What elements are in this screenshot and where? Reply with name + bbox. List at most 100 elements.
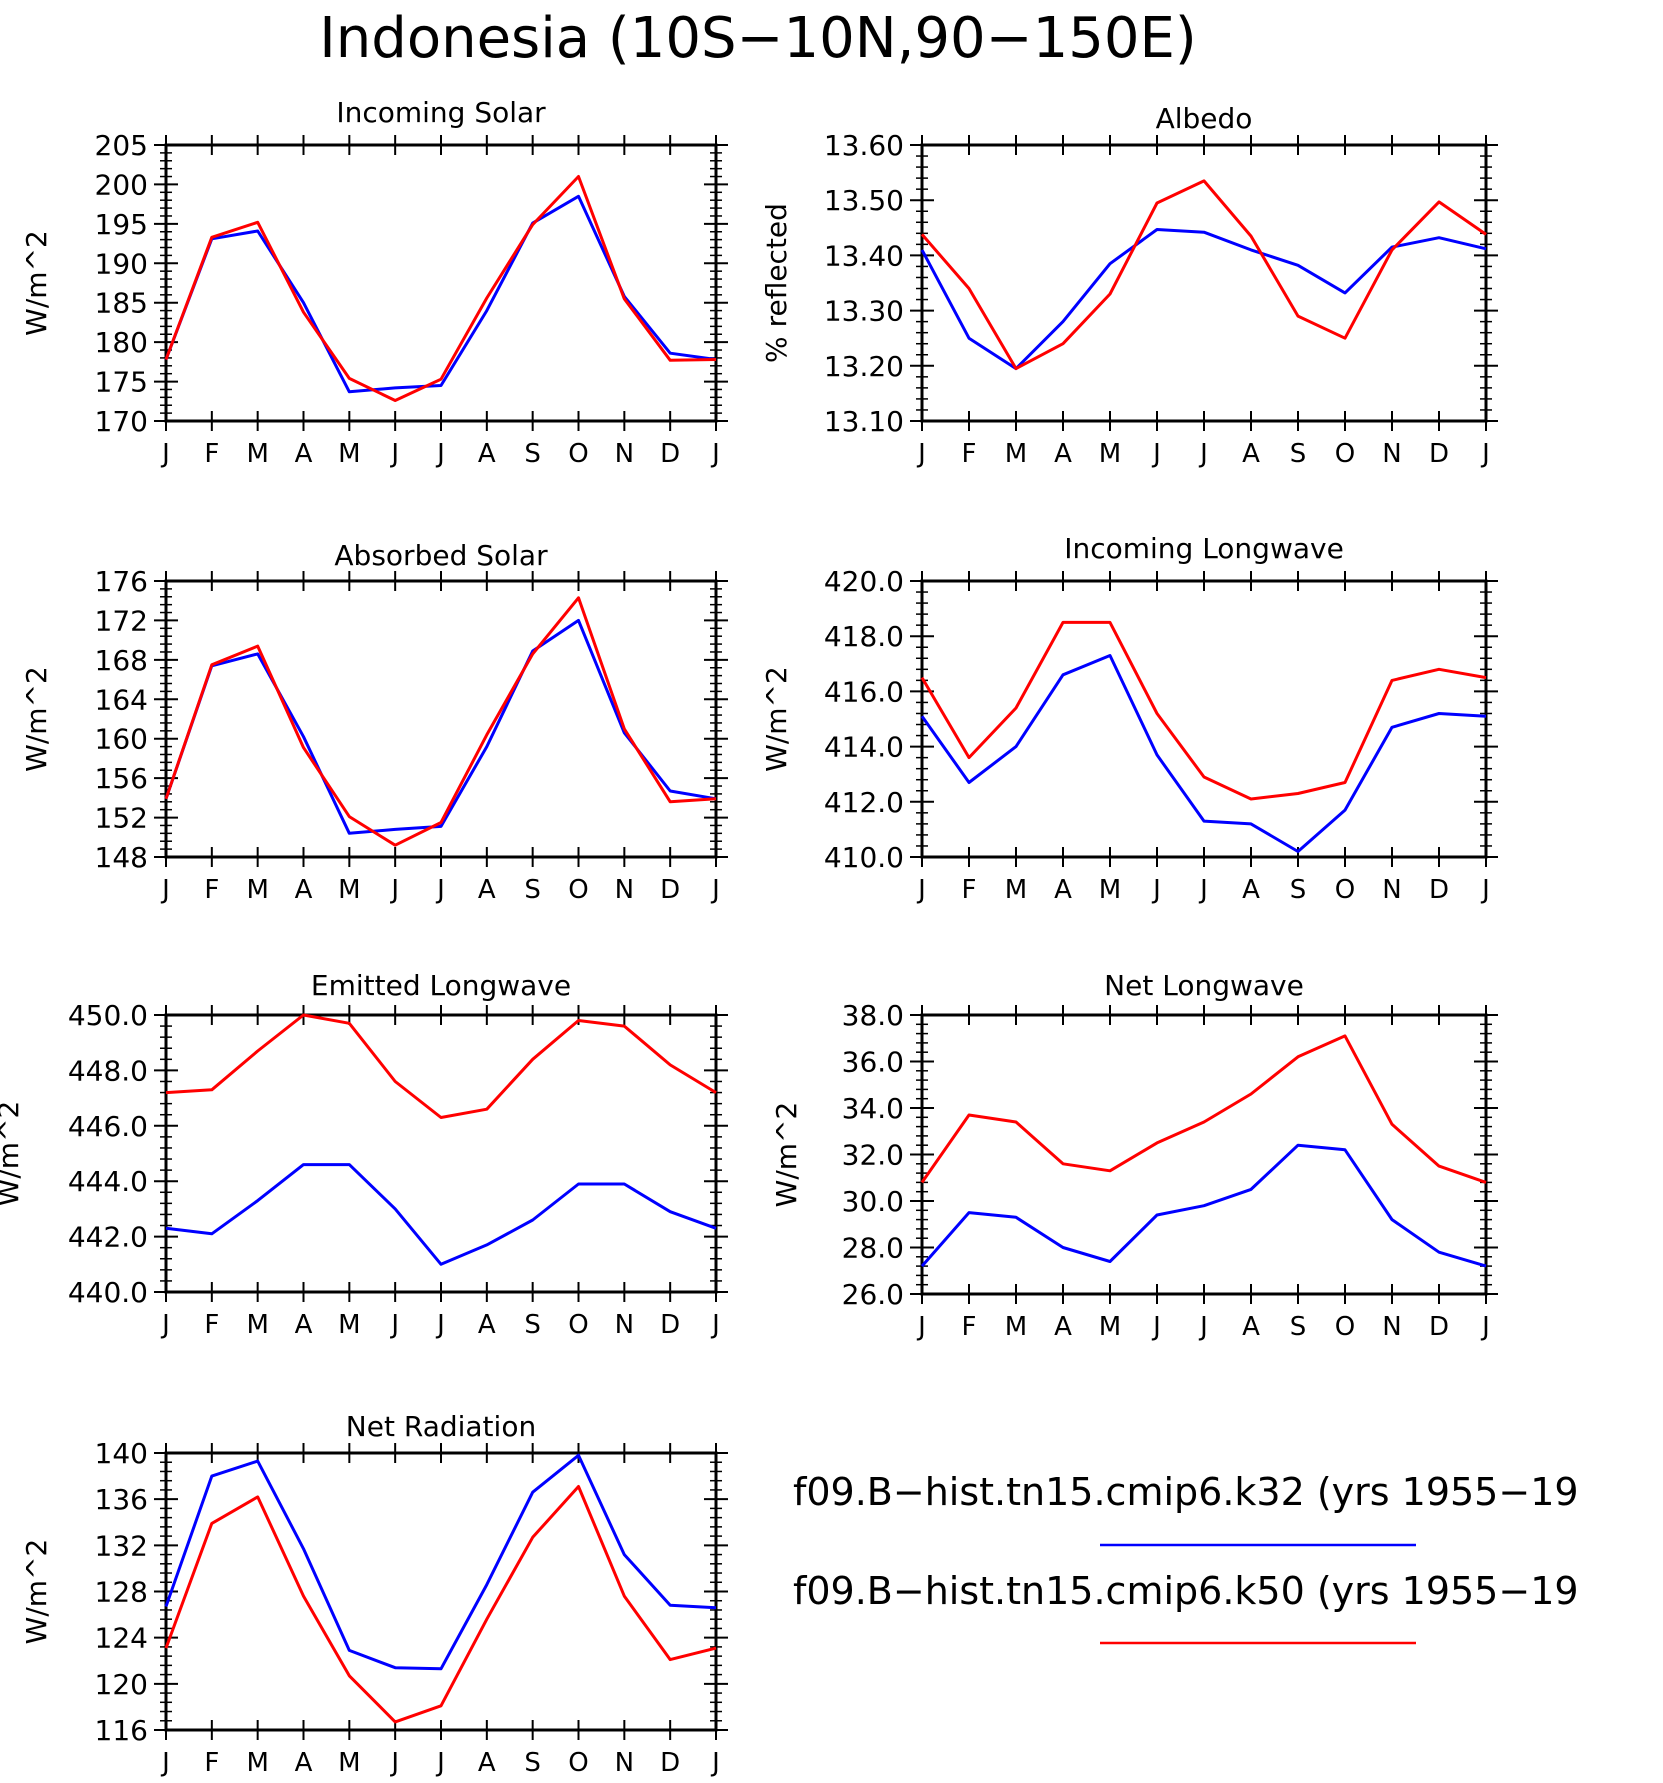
- y-tick-label: 34.0: [842, 1092, 904, 1125]
- x-tick-label: A: [295, 1310, 313, 1340]
- legend: f09.B−hist.tn15.cmip6.k32 (yrs 1955−19 f0…: [793, 1470, 1579, 1645]
- y-axis-label: W/m^2: [20, 666, 53, 772]
- x-tick-label: J: [1151, 875, 1161, 905]
- x-tick-label: J: [1151, 439, 1161, 469]
- x-tick-label: A: [295, 875, 313, 905]
- x-tick-label: M: [338, 1310, 360, 1340]
- panel-0: J F M A M J J A S O N D J170175180185190195200205Inc…: [20, 96, 728, 469]
- x-tick-label: N: [1382, 1312, 1401, 1342]
- y-tick-label: 136: [95, 1483, 148, 1516]
- x-tick-label: J: [435, 1748, 445, 1778]
- x-tick-label: J: [710, 439, 720, 469]
- series-line-k32: [920, 1143, 1487, 1268]
- series-line-k50: [164, 1485, 717, 1724]
- x-tick-label: M: [338, 439, 360, 469]
- series-line-k32: [920, 228, 1487, 371]
- x-tick-label: J: [1480, 1312, 1490, 1342]
- y-tick-label: 442.0: [68, 1221, 148, 1254]
- y-tick-label: 190: [95, 247, 148, 280]
- x-tick-label: D: [660, 1310, 680, 1340]
- plot-frame: [164, 1013, 718, 1294]
- y-axis-label: % reflected: [760, 203, 793, 363]
- y-tick-label: 156: [95, 762, 148, 795]
- y-axis-label: W/m^2: [20, 1539, 53, 1645]
- series-line-k32: [920, 654, 1487, 853]
- x-tick-label: A: [478, 439, 496, 469]
- y-tick-label: 205: [95, 129, 148, 162]
- y-tick-label: 132: [95, 1529, 148, 1562]
- y-tick-label: 180: [95, 326, 148, 359]
- y-tick-label: 410.0: [824, 841, 904, 874]
- x-tick-label: D: [660, 439, 680, 469]
- x-tick-label: J: [435, 1310, 445, 1340]
- y-tick-label: 30.0: [842, 1185, 904, 1218]
- x-tick-label: J: [916, 439, 926, 469]
- y-tick-label: 13.10: [824, 405, 904, 438]
- y-tick-label: 13.20: [824, 350, 904, 383]
- x-tick-label: D: [1429, 875, 1449, 905]
- y-tick-label: 412.0: [824, 786, 904, 819]
- panel-title: Absorbed Solar: [334, 539, 548, 572]
- y-tick-label: 200: [95, 168, 148, 201]
- panel-5: J F M A M J J A S O N D J26.028.030.032.034.036.038.…: [770, 969, 1498, 1342]
- x-tick-label: J: [389, 875, 399, 905]
- y-tick-label: 175: [95, 366, 148, 399]
- x-tick-label: N: [615, 875, 634, 905]
- y-tick-label: 418.0: [824, 620, 904, 653]
- x-tick-label: N: [1382, 875, 1401, 905]
- x-tick-label: D: [660, 875, 680, 905]
- x-tick-label: O: [568, 875, 588, 905]
- x-tick-label: N: [615, 1748, 634, 1778]
- panels: J F M A M J J A S O N D J170175180185190195200205Inc…: [0, 96, 1498, 1778]
- legend-label: f09.B−hist.tn15.cmip6.k32 (yrs 1955−19: [793, 1470, 1579, 1514]
- plot-frame: [164, 579, 718, 859]
- x-tick-label: A: [1242, 875, 1260, 905]
- x-tick-label: S: [524, 1310, 541, 1340]
- figure-title: Indonesia (10S−10N,90−150E): [319, 6, 1196, 71]
- x-tick-label: J: [1480, 439, 1490, 469]
- x-tick-label: S: [524, 875, 541, 905]
- x-tick-label: A: [295, 1748, 313, 1778]
- x-tick-label: S: [1290, 1312, 1307, 1342]
- series-line-k50: [164, 596, 717, 847]
- x-tick-label: M: [338, 1748, 360, 1778]
- x-tick-label: A: [1054, 875, 1072, 905]
- x-tick-label: O: [568, 1748, 588, 1778]
- x-tick-label: F: [204, 1310, 219, 1340]
- panel-title: Emitted Longwave: [311, 969, 571, 1002]
- x-tick-label: F: [962, 1312, 977, 1342]
- y-tick-label: 164: [95, 683, 148, 716]
- x-tick-label: F: [204, 1748, 219, 1778]
- y-tick-label: 140: [95, 1437, 148, 1470]
- y-tick-label: 450.0: [68, 999, 148, 1032]
- y-tick-label: 170: [95, 405, 148, 438]
- x-tick-label: M: [246, 1748, 268, 1778]
- x-tick-label: F: [204, 439, 219, 469]
- y-tick-label: 32.0: [842, 1139, 904, 1172]
- x-tick-label: M: [246, 1310, 268, 1340]
- x-tick-label: O: [1335, 439, 1355, 469]
- panel-title: Incoming Longwave: [1064, 532, 1344, 565]
- y-tick-label: 440.0: [68, 1276, 148, 1309]
- x-tick-label: J: [1198, 875, 1208, 905]
- x-tick-label: J: [710, 875, 720, 905]
- y-tick-label: 128: [95, 1576, 148, 1609]
- panel-2: J F M A M J J A S O N D J148152156160164168172176Abs…: [20, 539, 728, 905]
- y-tick-label: 26.0: [842, 1278, 904, 1311]
- panel-title: Albedo: [1156, 102, 1253, 135]
- x-tick-label: J: [1151, 1312, 1161, 1342]
- y-tick-label: 448.0: [68, 1054, 148, 1087]
- x-tick-label: A: [478, 1310, 496, 1340]
- x-tick-label: N: [1382, 439, 1401, 469]
- series-line-k32: [164, 618, 717, 835]
- x-tick-label: O: [568, 1310, 588, 1340]
- series-line-k32: [165, 1163, 717, 1266]
- panel-4: J F M A M J J A S O N D J440.0442.0444.0446.0448.045…: [0, 969, 728, 1340]
- x-tick-label: S: [524, 439, 541, 469]
- x-tick-label: M: [246, 439, 268, 469]
- x-tick-label: O: [1335, 1312, 1355, 1342]
- x-tick-label: J: [389, 439, 399, 469]
- x-tick-label: F: [962, 439, 977, 469]
